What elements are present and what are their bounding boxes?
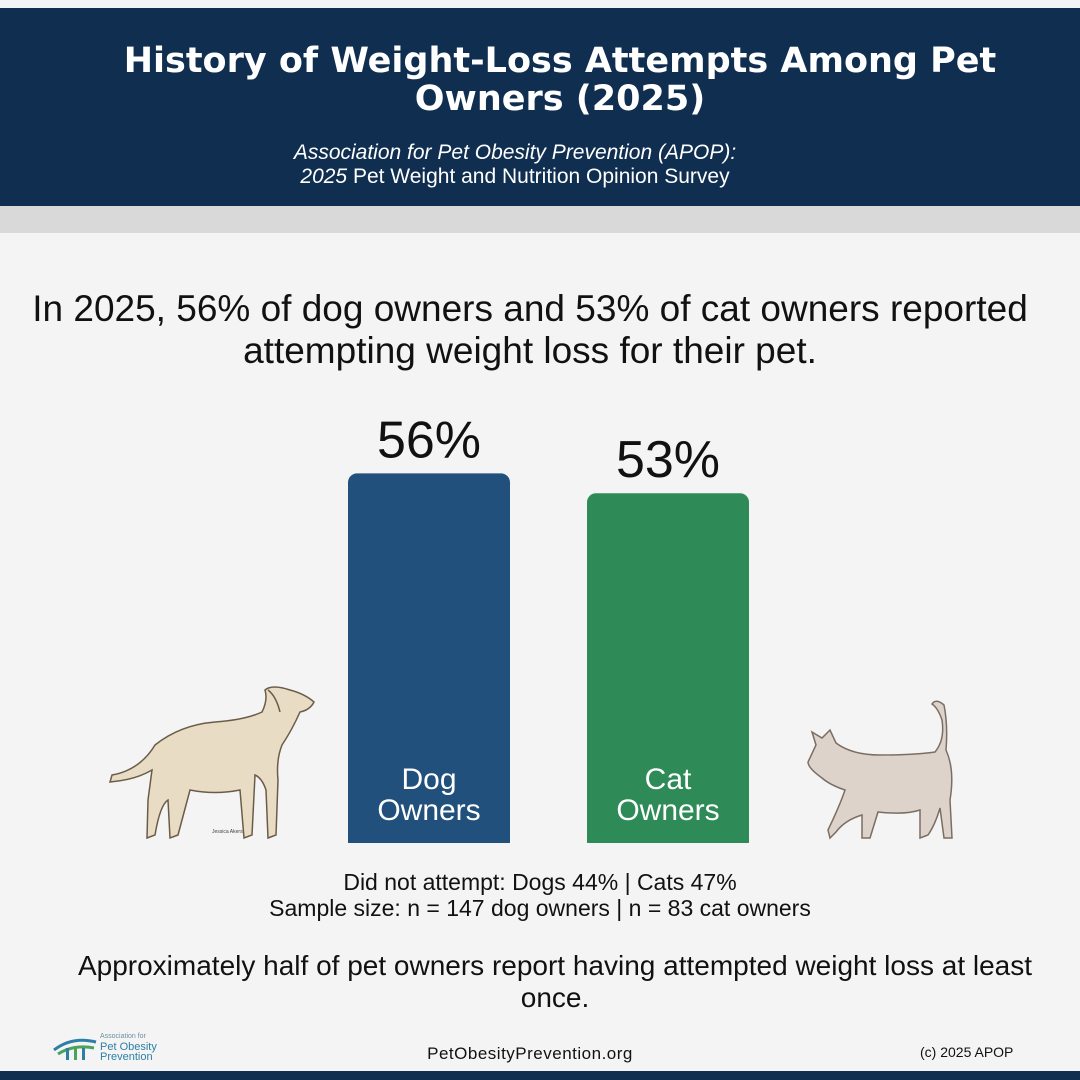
header-banner [0,8,1080,206]
value-label-dog-owners: 56% [377,411,481,469]
did-not-attempt-note: Did not attempt: Dogs 44% | Cats 47% [343,869,737,895]
logo-line-1: Pet Obesity [100,1041,157,1053]
subtitle-survey-name: Pet Weight and Nutrition Opinion Survey [347,165,730,188]
apop-logo: Association for Pet Obesity Prevention [52,1032,202,1066]
dog-artist-signature: Jessica Akers [212,829,243,835]
bar-base-mask [347,843,511,855]
bar-base-mask [586,843,750,855]
subtitle-line-2: 2025 Pet Weight and Nutrition Opinion Su… [0,165,1030,189]
category-label-line: Owners [377,794,480,827]
header-divider-band [0,206,1080,233]
category-label-line: Owners [616,794,719,827]
logo-icon [53,1038,97,1060]
logo-wordmark: Association for Pet Obesity Prevention [100,1032,157,1063]
category-label-cat-owners: Cat Owners [616,763,719,827]
subtitle-line-1: Association for Pet Obesity Prevention (… [293,141,737,164]
dog-illustration: Jessica Akers [108,686,315,840]
category-label-dog-owners: Dog Owners [377,763,480,827]
website-link[interactable]: PetObesityPrevention.org [427,1044,633,1063]
value-label-cat-owners: 53% [616,431,720,489]
chart-headline: In 2025, 56% of dog owners and 53% of ca… [32,288,1028,371]
bar-dog-owners [348,473,510,851]
subtitle-year: 2025 [300,165,348,188]
sample-size-note: Sample size: n = 147 dog owners | n = 83… [269,895,811,921]
takeaway-text: Approximately half of pet owners report … [77,950,1033,1013]
bar-cat-owners [587,493,749,851]
cat-illustration [807,700,953,840]
copyright-text: (c) 2025 APOP [920,1044,1014,1060]
page-title: History of Weight-Loss Attempts Among Pe… [123,41,997,119]
category-label-line: Dog [401,763,456,796]
logo-small-text: Association for [100,1033,146,1040]
logo-line-2: Prevention [100,1051,153,1063]
footer-band [0,1071,1080,1080]
category-label-line: Cat [645,763,692,796]
